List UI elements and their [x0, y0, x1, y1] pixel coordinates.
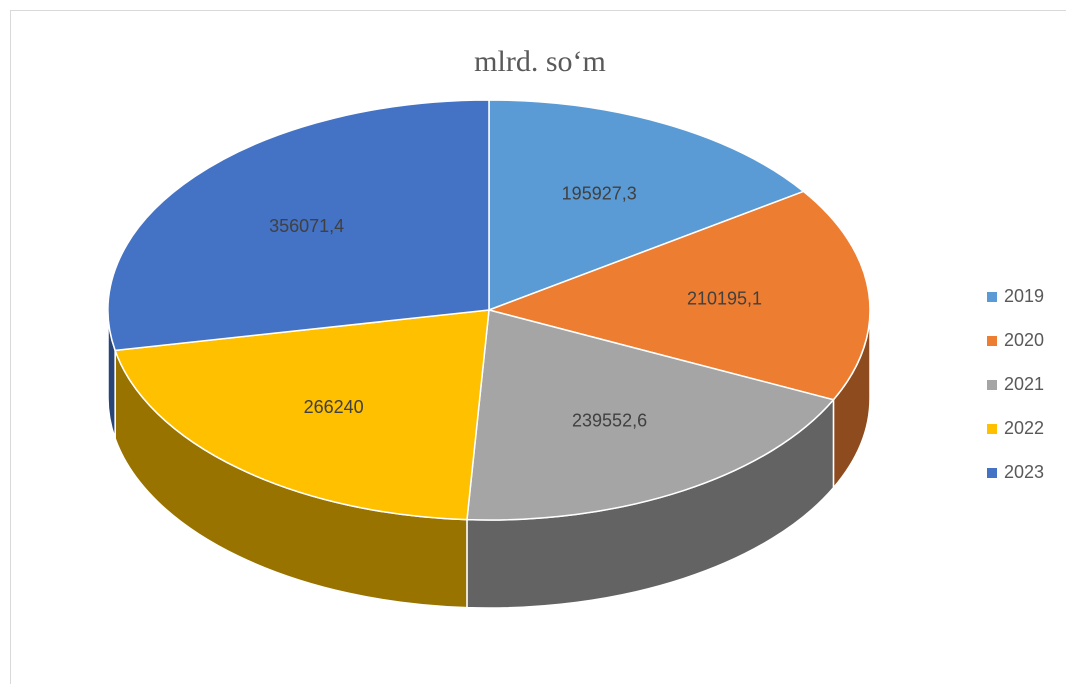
pie-slice [107, 99, 490, 352]
data-label: 195927,3 [562, 184, 637, 204]
data-label: 210195,1 [687, 288, 762, 308]
legend-swatch [987, 468, 997, 478]
chart-title: mlrd. so‘m [474, 45, 606, 78]
legend-label: 2023 [1004, 462, 1044, 482]
data-label: 266240 [304, 397, 364, 417]
legend-label: 2021 [1004, 374, 1044, 394]
legend-swatch [987, 336, 997, 346]
data-label: 239552,6 [572, 411, 647, 431]
legend-label: 2020 [1004, 330, 1044, 350]
legend-swatch [987, 292, 997, 302]
legend-label: 2019 [1004, 286, 1044, 306]
legend-label: 2022 [1004, 418, 1044, 438]
data-label: 356071,4 [269, 216, 344, 236]
pie-slice [486, 190, 871, 401]
legend-swatch [987, 380, 997, 390]
legend-swatch [987, 424, 997, 434]
pie-slice [114, 309, 490, 521]
pie-slice [466, 309, 835, 521]
pie-slice [488, 99, 805, 312]
